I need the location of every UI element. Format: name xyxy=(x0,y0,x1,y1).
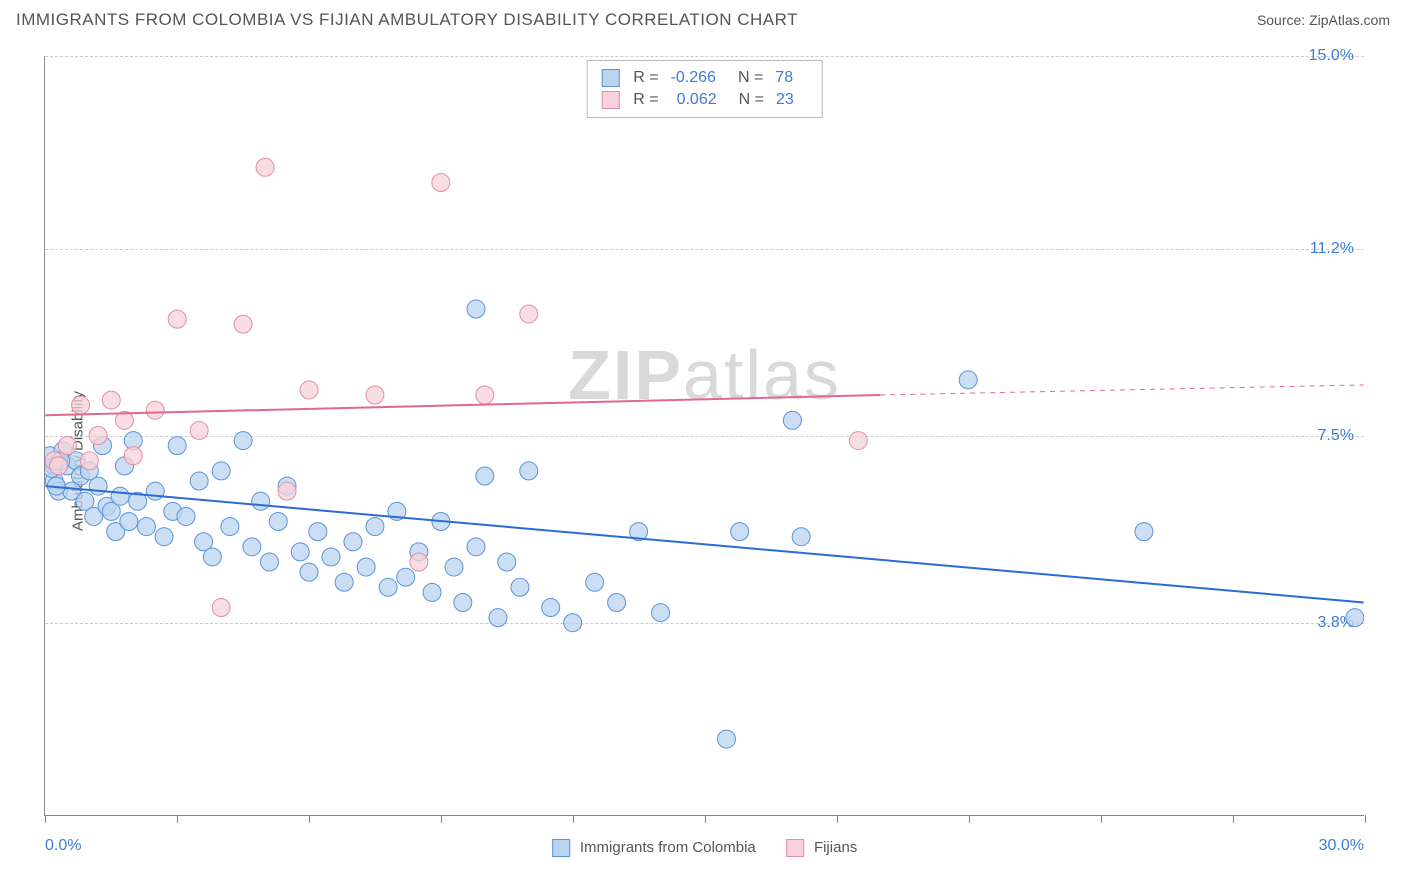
correlation-legend: R = -0.266 N = 78 R = 0.062 N = 23 xyxy=(586,60,823,118)
header-bar: IMMIGRANTS FROM COLOMBIA VS FIJIAN AMBUL… xyxy=(0,0,1406,36)
r-value-2: 0.062 xyxy=(677,91,717,109)
legend-item-1: Immigrants from Colombia xyxy=(552,839,756,857)
n-label: N = xyxy=(739,91,764,109)
x-max-label: 30.0% xyxy=(1319,837,1364,855)
legend-row-series2: R = 0.062 N = 23 xyxy=(601,89,808,111)
plot-area: ZIPatlas R = -0.266 N = 78 R = 0.062 N =… xyxy=(44,56,1364,816)
legend-swatch-blue xyxy=(601,69,619,87)
legend-label-1: Immigrants from Colombia xyxy=(580,839,756,856)
legend-swatch-pink-icon xyxy=(786,839,804,857)
x-min-label: 0.0% xyxy=(45,837,81,855)
n-label: N = xyxy=(738,69,763,87)
legend-item-2: Fijians xyxy=(786,839,858,857)
chart-container: Ambulatory Disability ZIPatlas R = -0.26… xyxy=(0,36,1406,886)
legend-swatch-blue-icon xyxy=(552,839,570,857)
r-label: R = xyxy=(633,69,658,87)
source-label: Source: ZipAtlas.com xyxy=(1257,12,1390,28)
legend-label-2: Fijians xyxy=(814,839,857,856)
r-value-1: -0.266 xyxy=(671,69,716,87)
chart-title: IMMIGRANTS FROM COLOMBIA VS FIJIAN AMBUL… xyxy=(16,10,798,30)
n-value-1: 78 xyxy=(775,69,793,87)
legend-swatch-pink xyxy=(601,91,619,109)
r-label: R = xyxy=(633,91,658,109)
scatter-plot-svg xyxy=(45,56,1364,815)
legend-row-series1: R = -0.266 N = 78 xyxy=(601,67,808,89)
bottom-legend: Immigrants from Colombia Fijians xyxy=(552,839,858,857)
n-value-2: 23 xyxy=(776,91,794,109)
